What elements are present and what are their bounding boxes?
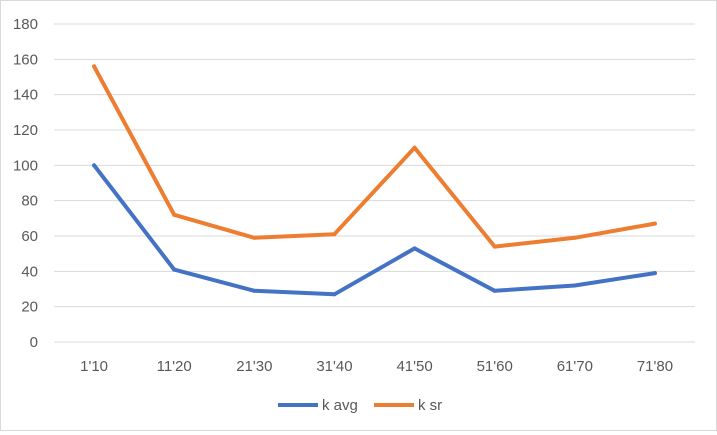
x-tick-label-0: 1'10 [80,358,108,375]
y-tick-label-120: 120 [13,122,38,139]
legend-label-0: k avg [322,397,358,414]
data-point-1-6 [572,235,577,240]
x-tick-label-1: 11'20 [157,358,192,375]
data-point-0-3 [332,292,337,297]
x-tick-label-4: 41'50 [396,358,432,375]
data-point-0-5 [492,288,497,293]
data-point-0-4 [412,246,417,251]
data-point-1-7 [652,221,657,226]
data-point-1-2 [252,235,257,240]
x-tick-label-7: 71'80 [637,358,673,375]
data-point-0-0 [92,163,97,168]
series-lines [92,64,657,297]
series-line-1 [92,64,657,249]
legend: k avg k sr [278,397,442,414]
x-tick-label-6: 61'70 [557,358,593,375]
y-tick-label-0: 0 [30,334,38,351]
series-line-0 [92,163,657,297]
y-tick-label-180: 180 [13,16,38,33]
y-tick-label-40: 40 [21,263,38,280]
y-tick-label-160: 160 [13,51,38,68]
y-tick-label-100: 100 [13,157,38,174]
x-tick-label-3: 31'40 [316,358,352,375]
legend-label-1: k sr [418,397,442,414]
gridlines [54,23,695,343]
x-axis-tick-labels: 1'10 11'20 21'30 31'40 41'50 51'60 61'70 71'80 [80,358,673,375]
data-point-1-3 [332,232,337,237]
data-point-1-4 [412,145,417,150]
y-tick-label-60: 60 [21,228,38,245]
y-tick-label-20: 20 [21,299,38,316]
data-point-1-1 [172,212,177,217]
x-tick-label-2: 21'30 [236,358,272,375]
data-point-1-5 [492,244,497,249]
y-axis-tick-labels: 0 20 40 60 80 100 120 140 160 180 [13,16,38,351]
y-tick-label-80: 80 [21,193,38,210]
y-tick-label-140: 140 [13,87,38,104]
data-point-0-7 [652,271,657,276]
data-point-0-1 [172,267,177,272]
data-point-1-0 [92,64,97,69]
data-point-0-6 [572,283,577,288]
x-tick-label-5: 51'60 [477,358,513,375]
data-point-0-2 [252,288,257,293]
